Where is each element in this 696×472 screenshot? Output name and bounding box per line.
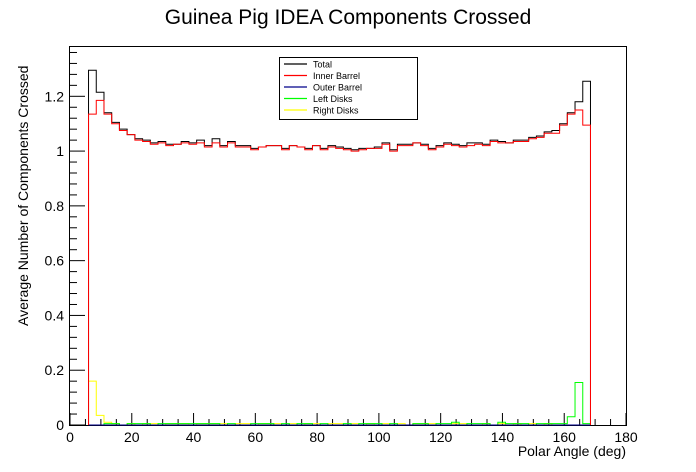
x-tick-label: 140 xyxy=(491,429,515,445)
x-tick-label: 160 xyxy=(553,429,577,445)
y-tick-label: 0.4 xyxy=(45,307,65,323)
y-tick-label: 0.2 xyxy=(45,362,65,378)
series-line-total xyxy=(88,69,591,425)
legend-label: Total xyxy=(313,60,332,70)
series-line-inner-barrel xyxy=(88,99,591,425)
y-axis-title: Average Number of Components Crossed xyxy=(15,66,31,326)
x-axis-title: Polar Angle (deg) xyxy=(518,443,626,459)
x-tick-label: 60 xyxy=(248,429,264,445)
legend-label: Inner Barrel xyxy=(313,71,360,81)
y-tick-label: 0.6 xyxy=(45,253,65,269)
y-tick-label: 0 xyxy=(56,417,64,433)
legend-label: Outer Barrel xyxy=(313,83,362,93)
legend-label: Right Disks xyxy=(313,106,359,116)
x-tick-label: 80 xyxy=(309,429,325,445)
y-tick-label: 1.2 xyxy=(45,88,65,104)
x-tick-label: 20 xyxy=(124,429,140,445)
y-tick-label: 0.8 xyxy=(45,198,65,214)
y-axis: 0 0.2 0.4 0.6 0.8 1 1.2 xyxy=(45,51,85,433)
x-tick-label: 180 xyxy=(614,429,638,445)
series-line-left-disks xyxy=(88,382,591,426)
series-group xyxy=(88,69,591,426)
x-axis: 0 20 40 60 80 100 120 140 160 180 xyxy=(66,413,638,445)
legend-box xyxy=(279,57,418,120)
chart-title: Guinea Pig IDEA Components Crossed xyxy=(165,6,532,29)
series-line-right-disks xyxy=(88,380,591,426)
x-tick-label: 0 xyxy=(66,429,74,445)
x-tick-label: 120 xyxy=(429,429,453,445)
x-tick-label: 40 xyxy=(186,429,202,445)
y-tick-label: 1 xyxy=(56,143,64,159)
legend-label: Left Disks xyxy=(313,94,353,104)
x-tick-label: 100 xyxy=(367,429,391,445)
